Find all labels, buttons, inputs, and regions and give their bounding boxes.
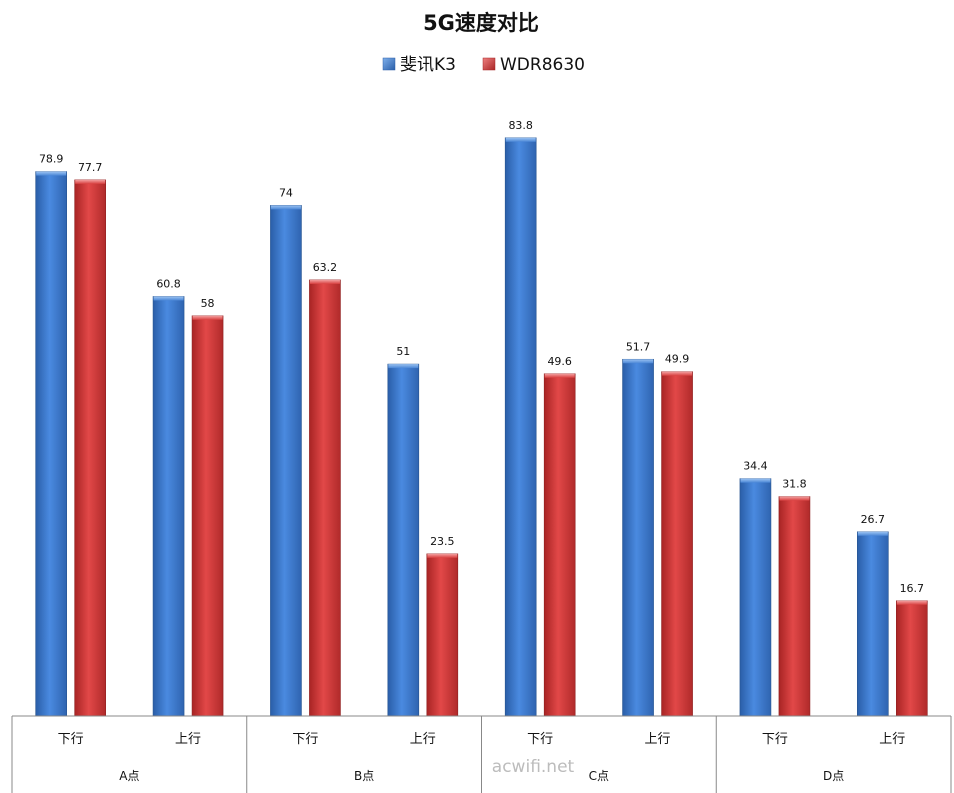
- data-label: 74: [279, 186, 293, 199]
- bar-group: 74: [270, 186, 302, 717]
- data-label: 77.7: [78, 161, 103, 174]
- bar-series-1: [739, 478, 772, 717]
- legend-label-series-1: 斐讯K3: [400, 55, 456, 75]
- bar-series-2: [896, 600, 928, 717]
- bar-series-1: [270, 205, 302, 717]
- category-tick-label: 上行: [645, 732, 671, 747]
- data-label: 34.4: [743, 460, 768, 473]
- category-tick-label: 下行: [527, 732, 553, 747]
- bar-top-highlight: [270, 205, 301, 210]
- data-label: 51.7: [626, 340, 651, 353]
- bar-top-highlight: [505, 137, 536, 142]
- bar-top-highlight: [75, 179, 106, 184]
- bar-top-highlight: [623, 359, 654, 364]
- bar-top-highlight: [192, 315, 223, 320]
- bar-group: 58: [191, 297, 224, 717]
- bar-series-2: [191, 315, 224, 717]
- bar-series-1: [622, 358, 654, 717]
- bar-top-highlight: [153, 296, 184, 301]
- bar-series-2: [778, 496, 811, 717]
- data-label: 58: [201, 297, 215, 310]
- bar-series-2: [74, 179, 106, 717]
- data-label: 49.9: [665, 353, 690, 366]
- bar-top-highlight: [427, 553, 458, 558]
- bar-top-highlight: [857, 531, 888, 536]
- bar-series-1: [387, 363, 420, 717]
- legend-item-series-1: 斐讯K3: [382, 55, 456, 75]
- data-label: 60.8: [156, 277, 181, 290]
- data-label: 16.7: [900, 582, 925, 595]
- bar-group: 83.8: [504, 119, 537, 717]
- bar-top-highlight: [662, 371, 693, 376]
- data-label: 31.8: [782, 478, 807, 491]
- bar-series-2: [543, 373, 576, 717]
- bar-top-highlight: [740, 478, 771, 483]
- bar-top-highlight: [388, 364, 419, 369]
- bar-series-1: [152, 296, 185, 717]
- bar-top-highlight: [544, 373, 575, 378]
- group-tick-label: D点: [823, 769, 844, 783]
- category-tick-label: 下行: [58, 732, 84, 747]
- bar-group: 77.7: [74, 161, 106, 717]
- bar-group: 49.9: [661, 353, 693, 717]
- plot-area: 78.9 77.7 60.8 58 74 63.2 51 23.5 83.8 49.6 51.7 49…: [35, 119, 928, 717]
- category-tick-label: 上行: [410, 732, 436, 747]
- group-tick-label: C点: [589, 769, 609, 783]
- legend-swatch-series-1: [382, 57, 396, 71]
- bar-group: 63.2: [309, 261, 341, 717]
- bar-series-2: [309, 279, 341, 717]
- bar-group: 16.7: [896, 582, 928, 717]
- group-tick-label: A点: [119, 769, 139, 783]
- data-label: 23.5: [430, 535, 455, 548]
- watermark-text: acwifi.net: [492, 757, 575, 777]
- bar-group: 60.8: [152, 277, 185, 717]
- data-label: 26.7: [861, 513, 886, 526]
- bar-top-highlight: [36, 171, 67, 176]
- legend-label-series-2: WDR8630: [500, 55, 585, 75]
- legend-swatch-series-2: [482, 57, 496, 71]
- bar-group: 51.7: [622, 340, 654, 717]
- legend-item-series-2: WDR8630: [482, 55, 585, 75]
- bar-series-1: [857, 531, 889, 717]
- bar-top-highlight: [779, 496, 810, 501]
- bar-series-1: [35, 171, 67, 717]
- data-label: 51: [396, 345, 410, 358]
- bar-group: 78.9: [35, 153, 67, 717]
- category-tick-label: 上行: [175, 732, 201, 747]
- bar-series-2: [661, 371, 693, 717]
- bar-top-highlight: [896, 600, 927, 605]
- bar-series-2: [426, 553, 459, 717]
- bar-group: 51: [387, 345, 420, 717]
- category-tick-label: 下行: [292, 732, 318, 747]
- bar-group: 49.6: [543, 355, 576, 717]
- group-tick-label: B点: [354, 769, 374, 783]
- category-axis: 下行 上行 下行 上行 下行 上行 下行 上行 A点 B点 C点 D点: [11, 715, 952, 793]
- bar-group: 31.8: [778, 478, 811, 717]
- bar-group: 26.7: [857, 513, 889, 717]
- bar-top-highlight: [309, 279, 340, 284]
- bar-group: 23.5: [426, 535, 459, 717]
- category-tick-label: 下行: [762, 732, 788, 747]
- data-label: 49.6: [547, 355, 572, 368]
- bar-series-1: [504, 137, 537, 717]
- data-label: 83.8: [508, 119, 533, 132]
- category-tick-label: 上行: [879, 732, 905, 747]
- bar-group: 34.4: [739, 460, 772, 717]
- legend: 斐讯K3 WDR8630: [382, 55, 585, 75]
- data-label: 63.2: [313, 261, 338, 274]
- chart-title: 5G速度对比: [423, 11, 539, 35]
- data-label: 78.9: [39, 153, 64, 166]
